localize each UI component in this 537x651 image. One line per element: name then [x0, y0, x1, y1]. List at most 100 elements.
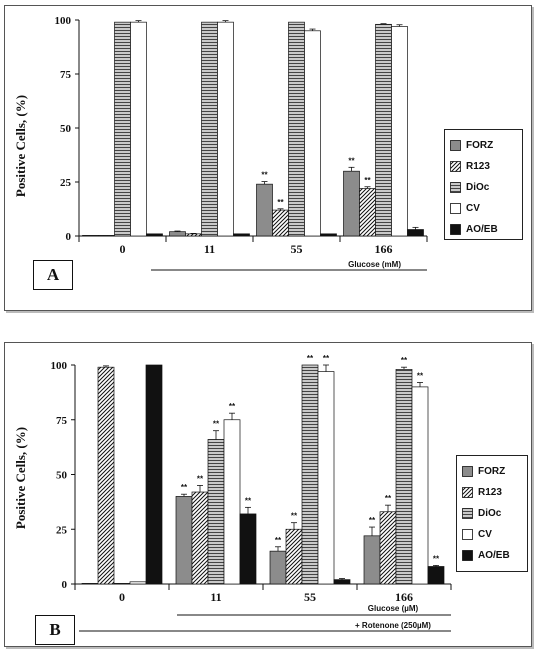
- legend-a: FORZ R123 DiOc CV AO/EB: [444, 129, 523, 240]
- chart-a-ytick-label: 25: [60, 177, 72, 189]
- chart-a-significance-mark: **: [348, 156, 355, 165]
- legend-b: FORZ R123 DiOc CV AO/EB: [456, 455, 528, 572]
- chart-a-bar-forz: [169, 231, 186, 237]
- legend-a-item: DiOc: [450, 180, 489, 194]
- chart-a-bar-r123: [359, 188, 376, 237]
- legend-b-item: DiOc: [462, 506, 501, 520]
- legend-a-item: FORZ: [450, 138, 493, 152]
- chart-a-bar-dioc: [114, 21, 131, 237]
- chart-a-bar-r123: [98, 235, 115, 237]
- chart-b-bar-cv: [129, 581, 147, 585]
- chart-b-bar-r123: [97, 366, 115, 585]
- legend-b-item: AO/EB: [462, 548, 510, 562]
- chart-b-significance-mark: **: [401, 356, 408, 365]
- chart-b-bar-dioc: [113, 583, 131, 585]
- chart-b-ylabel: Positive Cells, (%): [13, 427, 28, 529]
- chart-a-bar-ao-eb: [320, 233, 337, 237]
- chart-b-significance-mark: **: [307, 354, 314, 363]
- chart-a-bar-dioc: [288, 21, 305, 237]
- chart-b-significance-mark: **: [291, 512, 298, 521]
- legend-a-item: R123: [450, 159, 490, 173]
- chart-a-bar-r123: [272, 209, 289, 237]
- chart-a-bar-ao-eb: [407, 229, 424, 237]
- chart-a-bar-forz: [256, 183, 273, 237]
- chart-b-bar-forz: [363, 535, 381, 585]
- chart-b-significance-mark: **: [181, 483, 188, 492]
- chart-a-significance-mark: **: [364, 176, 371, 185]
- chart-a-category-label: 55: [291, 242, 303, 256]
- chart-b-bar-ao-eb: [145, 364, 163, 585]
- chart-a-svg: Positive Cells, (%) Glucose (mM) 0 25 50 75…: [13, 15, 428, 271]
- chart-b-significance-mark: **: [197, 474, 204, 483]
- legend-b-label: AO/EB: [478, 549, 510, 561]
- chart-a-ytick-label: 100: [55, 15, 72, 27]
- chart-a-significance-mark: **: [277, 198, 284, 207]
- chart-b-category-label: 11: [210, 590, 221, 604]
- chart-a-bar-dioc: [201, 21, 218, 237]
- chart-a-significance-mark: **: [261, 171, 268, 180]
- legend-b-label: R123: [478, 486, 502, 498]
- chart-b-bar-r123: [379, 511, 397, 585]
- chart-a-ytick-label: 0: [66, 231, 72, 243]
- chart-a-bar-r123: [185, 233, 202, 237]
- chart-b-xnote2: + Rotenone (250µM): [355, 621, 431, 630]
- chart-b-svg: Positive Cells, (%) Glucose (µM) + Roten…: [13, 354, 452, 632]
- chart-b-bar-cv: [223, 419, 241, 585]
- chart-b-bar-ao-eb: [333, 579, 351, 585]
- legend-b-swatch: [462, 528, 473, 540]
- legend-b-label: DiOc: [478, 507, 502, 519]
- chart-b-bar-cv: [411, 386, 429, 585]
- chart-a-category-label: 0: [120, 242, 126, 256]
- chart-a-bar-dioc: [375, 23, 392, 237]
- chart-b-bar-dioc: [301, 364, 319, 585]
- legend-b-swatch: [462, 486, 473, 498]
- panel-b-label: B: [35, 615, 75, 645]
- chart-b-ytick-label: 50: [56, 470, 68, 482]
- chart-b-bar-dioc: [207, 439, 225, 585]
- chart-a-ytick-label: 75: [60, 69, 72, 81]
- chart-b-bar-ao-eb: [239, 513, 257, 585]
- chart-b-bar-forz: [81, 583, 99, 585]
- chart-b-significance-mark: **: [229, 402, 236, 411]
- legend-a-item: CV: [450, 201, 480, 215]
- legend-b-label: FORZ: [478, 465, 506, 477]
- chart-a-ytick-label: 50: [60, 123, 72, 135]
- chart-b-category-label: 166: [395, 590, 413, 604]
- chart-a-xnote: Glucose (mM): [348, 260, 401, 269]
- chart-b-significance-mark: **: [385, 494, 392, 503]
- legend-a-swatch: [450, 181, 461, 193]
- chart-a-category-label: 11: [204, 242, 215, 256]
- legend-a-swatch: [450, 160, 461, 172]
- chart-b-significance-mark: **: [323, 354, 330, 363]
- chart-a-bar-cv: [304, 30, 321, 237]
- chart-a-bar-ao-eb: [146, 233, 163, 237]
- chart-b-bar-ao-eb: [427, 566, 445, 585]
- legend-b-swatch: [462, 465, 473, 477]
- legend-b-item: CV: [462, 527, 492, 541]
- chart-b-bar-cv: [317, 371, 335, 585]
- chart-a-bar-forz: [343, 170, 360, 237]
- chart-a-bar-cv: [130, 21, 147, 237]
- chart-b-ytick-label: 75: [56, 415, 68, 427]
- chart-b-category-label: 55: [304, 590, 316, 604]
- figure-panel-b: Positive Cells, (%) Glucose (µM) + Roten…: [4, 342, 532, 647]
- legend-a-label: CV: [466, 202, 480, 214]
- chart-b-bar-r123: [285, 528, 303, 585]
- chart-b-ytick-label: 25: [56, 524, 68, 536]
- chart-b-bar-forz: [175, 496, 193, 585]
- legend-a-swatch: [450, 202, 461, 214]
- chart-b-bar-r123: [191, 491, 209, 585]
- legend-a-item: AO/EB: [450, 222, 498, 236]
- chart-b-significance-mark: **: [433, 554, 440, 563]
- panel-a-label: A: [33, 260, 73, 290]
- legend-a-swatch: [450, 223, 461, 235]
- legend-b-swatch: [462, 549, 473, 561]
- chart-b-significance-mark: **: [417, 372, 424, 381]
- chart-b-bar-dioc: [395, 369, 413, 585]
- chart-b-xnote: Glucose (µM): [368, 604, 419, 613]
- chart-a-bar-forz: [82, 235, 99, 237]
- chart-b-significance-mark: **: [245, 496, 252, 505]
- chart-b-significance-mark: **: [369, 516, 376, 525]
- legend-b-item: FORZ: [462, 464, 505, 478]
- legend-a-label: AO/EB: [466, 223, 498, 235]
